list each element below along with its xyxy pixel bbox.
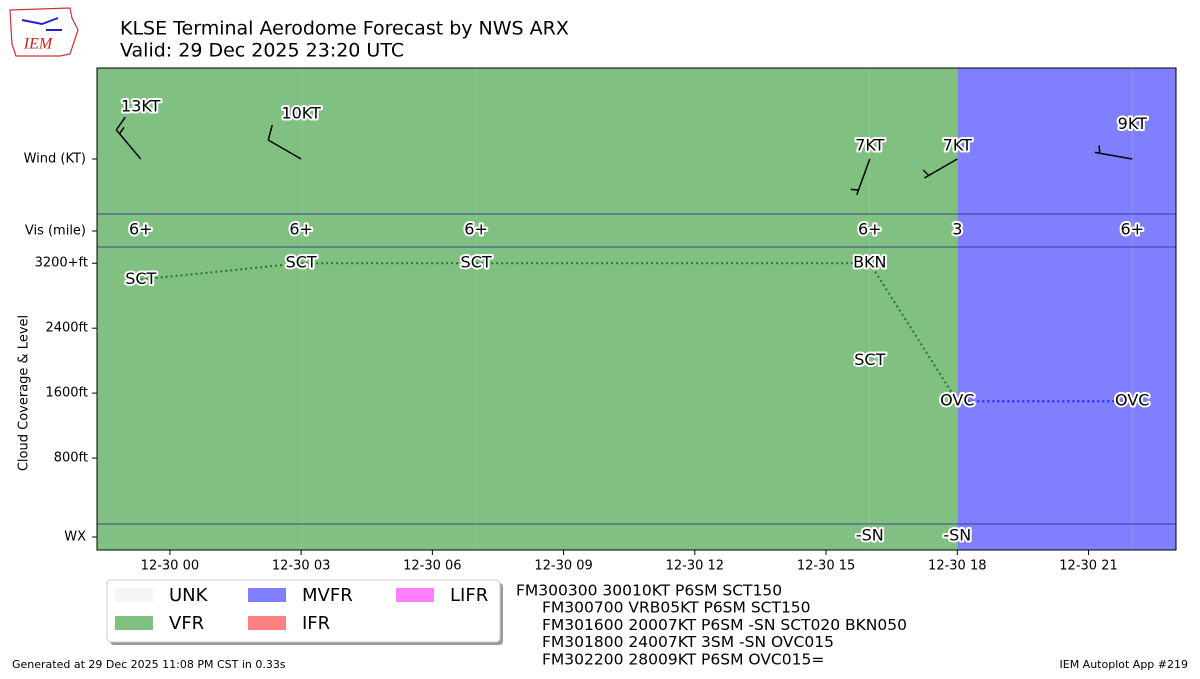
legend-label: IFR	[302, 613, 330, 634]
taf-line: FM300300 30010KT P6SM SCT150	[516, 582, 782, 600]
y-axis-label: Cloud Coverage & Level	[17, 315, 32, 471]
wind-label: 7KT	[943, 136, 972, 155]
category-band	[869, 68, 958, 550]
category-band	[476, 68, 870, 550]
category-band	[1132, 68, 1176, 550]
wind-label: 7KT	[855, 136, 884, 155]
x-tick-label: 12-30 21	[1059, 559, 1117, 574]
taf-line: FM300700 VRB05KT P6SM SCT150	[542, 599, 811, 617]
cloud-line	[140, 262, 302, 281]
y-tick-label: 2400ft	[45, 321, 88, 336]
wind-barb	[267, 124, 302, 160]
chart-title: KLSE Terminal Aerodome Forecast by NWS A…	[120, 18, 569, 40]
y-tick-label: 3200+ft	[35, 256, 88, 271]
legend-label: VFR	[169, 613, 204, 634]
footer-left: Generated at 29 Dec 2025 11:08 PM CST in…	[12, 658, 286, 671]
legend-swatch	[396, 588, 434, 602]
legend-swatch	[248, 616, 286, 630]
taf-line: FM301800 24007KT 3SM -SN OVC015	[542, 633, 834, 651]
category-band	[97, 68, 302, 550]
category-band	[957, 68, 1133, 550]
row-label: Vis (mile)	[25, 224, 86, 239]
wind-label: 10KT	[281, 104, 321, 123]
x-tick-label: 12-30 06	[403, 559, 461, 574]
weather-label: -SN	[943, 526, 971, 545]
logo: IEM	[9, 7, 79, 57]
cloud-label: SCT	[286, 253, 317, 272]
weather-label: -SN	[856, 526, 884, 545]
footer-right: IEM Autoplot App #219	[1060, 658, 1189, 671]
wind-barb	[922, 158, 958, 179]
visibility-label: 3	[952, 220, 962, 239]
legend-label: UNK	[169, 585, 209, 606]
legend: UNK VFR MVFR IFR LIFR	[106, 579, 503, 645]
y-tick-label: 1600ft	[45, 386, 88, 401]
x-tick-label: 12-30 15	[797, 559, 855, 574]
wind-label: 13KT	[121, 97, 161, 116]
wind-barb	[850, 158, 871, 195]
cloud-line	[868, 262, 959, 402]
wind-barb	[1094, 145, 1133, 160]
row-label: Wind (KT)	[24, 152, 86, 167]
y-tick-label: 800ft	[54, 451, 88, 466]
cloud-label: SCT	[125, 269, 156, 288]
wind-label: 9KT	[1118, 114, 1147, 133]
taf-line: FM301600 20007KT P6SM -SN SCT020 BKN050	[542, 616, 907, 634]
category-band	[301, 68, 477, 550]
x-tick-label: 12-30 12	[666, 559, 724, 574]
wind-barb	[115, 116, 142, 160]
x-tick-label: 12-30 09	[534, 559, 592, 574]
cloud-label: OVC	[940, 391, 974, 410]
visibility-label: 6+	[1120, 220, 1144, 239]
legend-swatch	[248, 588, 286, 602]
cloud-label: OVC	[1115, 391, 1149, 410]
visibility-label: 6+	[858, 220, 882, 239]
logo-text: IEM	[23, 36, 54, 53]
row-label: WX	[64, 530, 86, 545]
plot-area: 12-30 00 12-30 03 12-30 06 12-30 09 12-30 12…	[35, 67, 1177, 574]
legend-swatch	[115, 616, 153, 630]
cloud-label: SCT	[461, 253, 492, 272]
cloud-label: BKN	[853, 253, 886, 272]
x-tick-label: 12-30 03	[272, 559, 330, 574]
legend-swatch	[115, 588, 153, 602]
cloud-label: SCT	[854, 350, 885, 369]
visibility-label: 6+	[464, 220, 488, 239]
visibility-label: 6+	[129, 220, 153, 239]
taf-line: FM302200 28009KT P6SM OVC015=	[542, 650, 824, 668]
visibility-label: 6+	[289, 220, 313, 239]
legend-label: LIFR	[450, 585, 488, 606]
legend-label: MVFR	[302, 585, 353, 606]
logo-icon	[21, 17, 62, 31]
chart-subtitle: Valid: 29 Dec 2025 23:20 UTC	[120, 40, 404, 62]
x-tick-label: 12-30 00	[141, 559, 199, 574]
x-tick-label: 12-30 18	[928, 559, 986, 574]
plot-frame	[96, 67, 1177, 551]
